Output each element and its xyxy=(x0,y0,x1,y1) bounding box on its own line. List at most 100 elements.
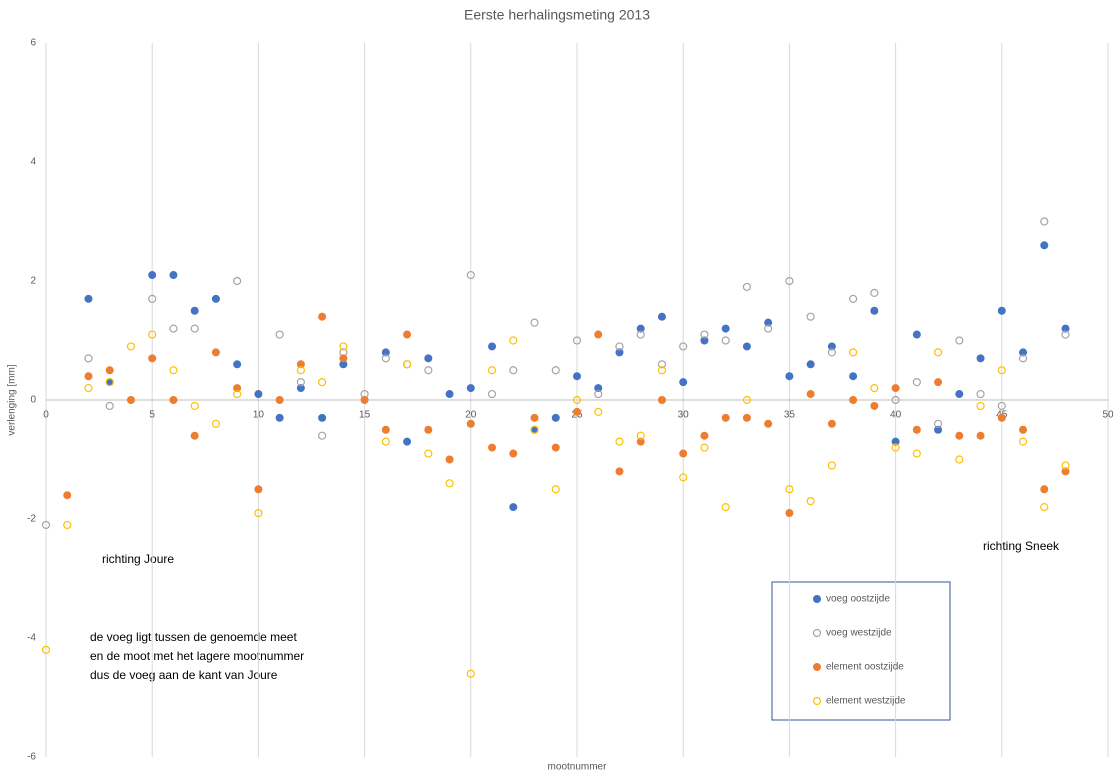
point xyxy=(594,389,603,399)
point xyxy=(466,669,475,678)
point xyxy=(615,348,624,357)
y-tick-label: 4 xyxy=(30,157,36,168)
point xyxy=(1040,241,1049,250)
point xyxy=(1018,354,1028,363)
point xyxy=(933,348,943,357)
point xyxy=(190,324,199,333)
point xyxy=(679,473,688,482)
point xyxy=(381,348,390,357)
point xyxy=(530,425,539,434)
point xyxy=(105,401,114,411)
point xyxy=(849,372,858,381)
point xyxy=(296,360,305,369)
point xyxy=(721,324,730,333)
point xyxy=(487,389,497,399)
point xyxy=(679,378,688,387)
point xyxy=(169,271,178,280)
point xyxy=(424,449,433,458)
point xyxy=(233,384,242,393)
point xyxy=(955,431,964,440)
point xyxy=(381,437,390,446)
point xyxy=(318,431,327,440)
point xyxy=(148,294,157,303)
point xyxy=(318,413,327,422)
point xyxy=(870,384,879,393)
point xyxy=(148,330,157,339)
point xyxy=(41,520,51,530)
point xyxy=(806,312,815,321)
x-tick-label: 10 xyxy=(253,410,265,421)
point xyxy=(105,378,114,387)
point xyxy=(1018,437,1028,446)
point xyxy=(1061,330,1070,339)
point xyxy=(126,342,136,351)
point xyxy=(657,360,667,369)
point xyxy=(976,431,985,440)
point xyxy=(594,330,603,339)
point xyxy=(551,443,560,452)
legend-label: voeg westzijde xyxy=(826,628,892,639)
point xyxy=(721,413,730,422)
y-tick-label: -6 xyxy=(27,752,36,763)
point xyxy=(742,342,751,351)
point xyxy=(296,378,305,387)
point xyxy=(912,425,921,434)
point xyxy=(934,425,943,434)
point xyxy=(84,294,93,303)
legend-box xyxy=(771,581,951,721)
point xyxy=(573,372,581,381)
point xyxy=(849,294,858,303)
point xyxy=(169,366,178,375)
point xyxy=(806,360,815,369)
point xyxy=(190,431,199,440)
legend-marker xyxy=(812,628,822,638)
point xyxy=(594,407,603,416)
point xyxy=(466,384,475,393)
point xyxy=(572,395,582,405)
legend-marker xyxy=(812,696,822,706)
point xyxy=(63,520,72,530)
point xyxy=(870,306,879,315)
point xyxy=(445,479,454,488)
point xyxy=(487,366,497,375)
point xyxy=(169,324,178,333)
y-tick-label: 0 xyxy=(30,395,36,406)
point xyxy=(997,401,1006,411)
point xyxy=(912,378,921,387)
annotation: richting Joure xyxy=(102,552,174,566)
point xyxy=(211,294,220,303)
point xyxy=(190,306,199,315)
point xyxy=(785,372,794,381)
point xyxy=(445,390,454,399)
point xyxy=(275,413,284,422)
point xyxy=(636,437,645,446)
y-axis-label: verlenging [mm] xyxy=(7,364,18,435)
point xyxy=(63,491,72,500)
point xyxy=(1061,461,1070,470)
x-tick-label: 20 xyxy=(465,410,477,421)
point xyxy=(424,354,433,363)
point xyxy=(891,384,900,393)
point xyxy=(254,508,263,518)
chart-title: Eerste herhalingsmeting 2013 xyxy=(464,7,650,23)
note-line: dus de voeg aan de kant van Joure xyxy=(90,668,278,682)
x-tick-label: 40 xyxy=(890,410,902,421)
point xyxy=(445,455,454,464)
point xyxy=(339,360,348,369)
point xyxy=(339,342,348,351)
point xyxy=(955,390,964,399)
point xyxy=(41,645,51,655)
point xyxy=(126,396,135,404)
point xyxy=(721,336,730,345)
point xyxy=(827,348,836,357)
point xyxy=(657,396,666,404)
point xyxy=(721,503,730,512)
point xyxy=(764,318,773,327)
point xyxy=(700,443,709,452)
point xyxy=(827,342,836,351)
point xyxy=(84,372,93,381)
point xyxy=(997,366,1006,375)
point xyxy=(509,449,518,458)
annotation: richting Sneek xyxy=(983,539,1060,553)
point xyxy=(997,306,1006,315)
